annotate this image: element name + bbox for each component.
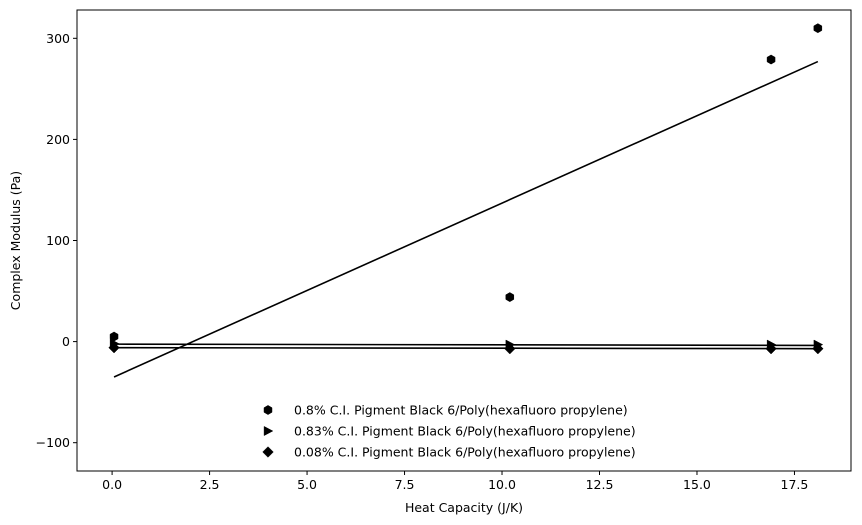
x-tick-label: 5.0	[297, 477, 317, 492]
y-axis: −100 0 100 200 300	[36, 31, 77, 450]
legend-label-series-2: 0.83% C.I. Pigment Black 6/Poly(hexafluo…	[294, 424, 636, 439]
data-point-series-3	[108, 342, 120, 354]
x-tick-label: 0.0	[102, 477, 122, 492]
y-axis-title: Complex Modulus (Pa)	[8, 171, 23, 310]
data-point-series-1	[766, 54, 776, 65]
x-axis-title: Heat Capacity (J/K)	[405, 500, 523, 515]
x-tick-label: 2.5	[200, 477, 220, 492]
data-point-series-3	[812, 343, 824, 355]
y-tick-label: 0	[62, 334, 70, 349]
trend-line-series-3	[114, 346, 818, 350]
x-axis: 0.0 2.5 5.0 7.5 10.0 12.5 15.0 17.5	[102, 471, 808, 492]
legend-label-series-3: 0.08% C.I. Pigment Black 6/Poly(hexafluo…	[294, 445, 636, 460]
data-point-series-1	[505, 292, 515, 302]
legend: 0.8% C.I. Pigment Black 6/Poly(hexafluor…	[262, 403, 636, 460]
data-point-series-3	[504, 343, 516, 355]
legend-marker-series-3	[262, 446, 274, 458]
data-point-series-1	[813, 23, 823, 34]
x-tick-label: 12.5	[586, 477, 614, 492]
trend-line-series-1	[113, 60, 819, 378]
y-tick-label: −100	[36, 435, 70, 450]
x-tick-label: 15.0	[683, 477, 711, 492]
y-tick-label: 300	[46, 31, 70, 46]
legend-marker-series-1	[263, 405, 273, 415]
trend-line-series-2	[114, 343, 818, 347]
data-point-series-3	[765, 343, 777, 355]
x-tick-label: 10.0	[488, 477, 516, 492]
y-tick-label: 100	[46, 233, 70, 248]
x-tick-label: 7.5	[395, 477, 415, 492]
legend-marker-series-2	[263, 425, 274, 437]
legend-label-series-1: 0.8% C.I. Pigment Black 6/Poly(hexafluor…	[294, 403, 628, 418]
y-tick-label: 200	[46, 132, 70, 147]
x-tick-label: 17.5	[781, 477, 809, 492]
plot-marks	[108, 23, 824, 378]
